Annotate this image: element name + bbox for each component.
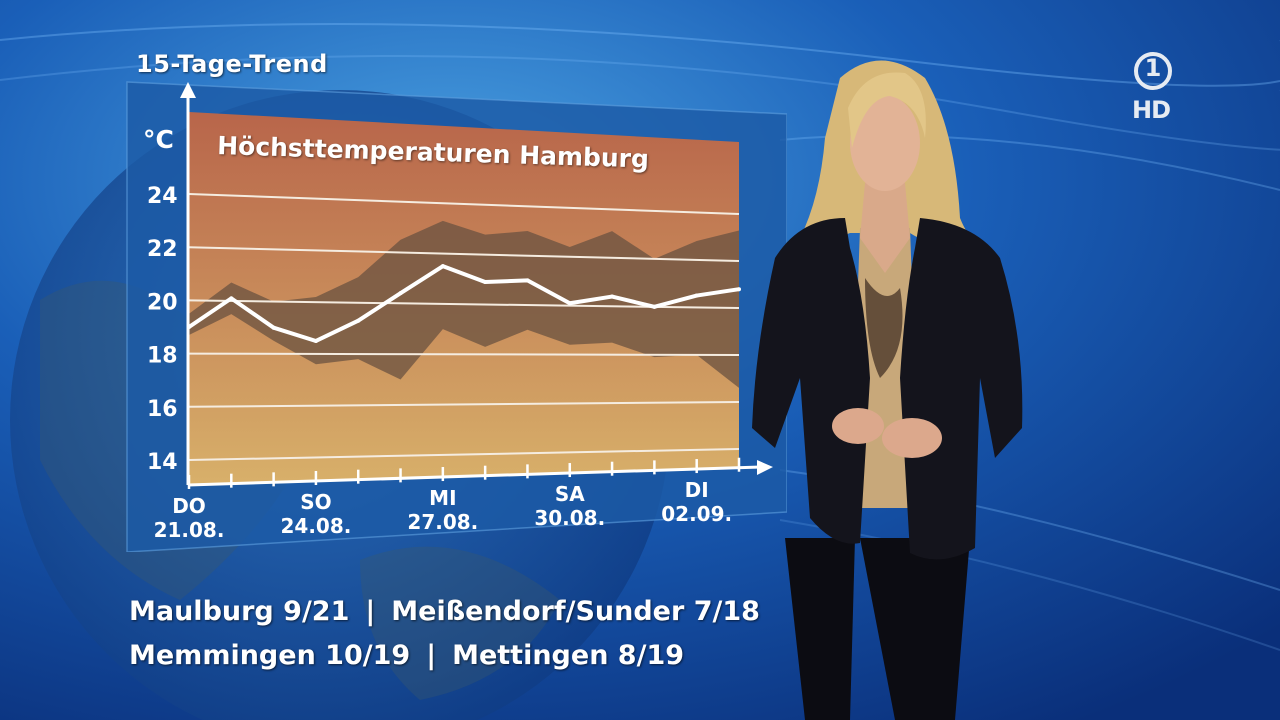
x-tick-date: 27.08. <box>407 510 478 534</box>
y-tick-label: 18 <box>147 344 178 369</box>
chart-panel: 14 16 18 20 22 24 DO 21.08. SO 24.08. MI 27.08. SA 30… <box>125 80 787 552</box>
gridline <box>188 401 740 408</box>
data-point <box>229 296 234 301</box>
ticker-item: Memmingen 10/19 <box>129 640 411 671</box>
overlay-title: 15-Tage-Trend <box>136 50 328 78</box>
ticker-item: Meißendorf/Sunder 7/18 <box>391 596 760 627</box>
data-point <box>610 294 615 299</box>
data-point <box>398 291 403 296</box>
y-tick-label: 22 <box>147 237 178 262</box>
data-point <box>440 264 445 269</box>
logo-hd-label: HD <box>1132 96 1171 124</box>
data-point <box>271 325 276 330</box>
data-point <box>567 301 572 306</box>
x-tick-date: 30.08. <box>534 506 605 530</box>
ticker-line-2: Memmingen 10/19 | Mettingen 8/19 <box>129 640 684 671</box>
data-point <box>525 278 530 283</box>
data-point <box>313 338 318 343</box>
x-tick-weekday: DI <box>685 478 709 502</box>
data-point <box>737 287 741 292</box>
x-axis-arrow <box>757 460 773 475</box>
ticker-line-1: Maulburg 9/21 | Meißendorf/Sunder 7/18 <box>129 596 760 627</box>
x-tick-weekday: SA <box>555 482 585 506</box>
data-point <box>483 280 488 285</box>
gridline <box>188 448 740 461</box>
y-tick-label: 14 <box>147 450 178 475</box>
y-tick-label: 24 <box>147 184 178 209</box>
ticker-separator: | <box>365 596 376 627</box>
presenter-figure <box>752 60 1023 720</box>
y-tick-label: 16 <box>147 397 178 422</box>
y-tick-label: 20 <box>147 290 178 315</box>
gridline <box>188 352 740 356</box>
y-axis-arrow <box>180 82 196 98</box>
x-tick-date: 24.08. <box>280 514 351 538</box>
x-tick-weekday: MI <box>429 486 456 510</box>
gridline <box>188 193 740 215</box>
max-temperature-line <box>187 264 740 343</box>
channel-logo: 1 HD <box>1132 50 1182 130</box>
x-tick-weekday: DO <box>172 494 206 518</box>
data-point <box>652 304 657 309</box>
y-axis-unit: °C <box>143 125 174 154</box>
x-tick-date: 02.09. <box>661 502 732 526</box>
gridline <box>188 246 740 262</box>
ticker-item: Mettingen 8/19 <box>452 640 685 671</box>
x-tick-date: 21.08. <box>154 518 225 542</box>
data-point <box>356 318 361 323</box>
ticker-separator: | <box>426 640 437 671</box>
logo-ring <box>1134 52 1172 90</box>
x-axis <box>187 465 762 487</box>
logo-mark: 1 <box>1144 54 1162 82</box>
x-tick-weekday: SO <box>300 490 331 514</box>
ticker-item: Maulburg 9/21 <box>129 596 350 627</box>
data-point <box>694 293 699 298</box>
